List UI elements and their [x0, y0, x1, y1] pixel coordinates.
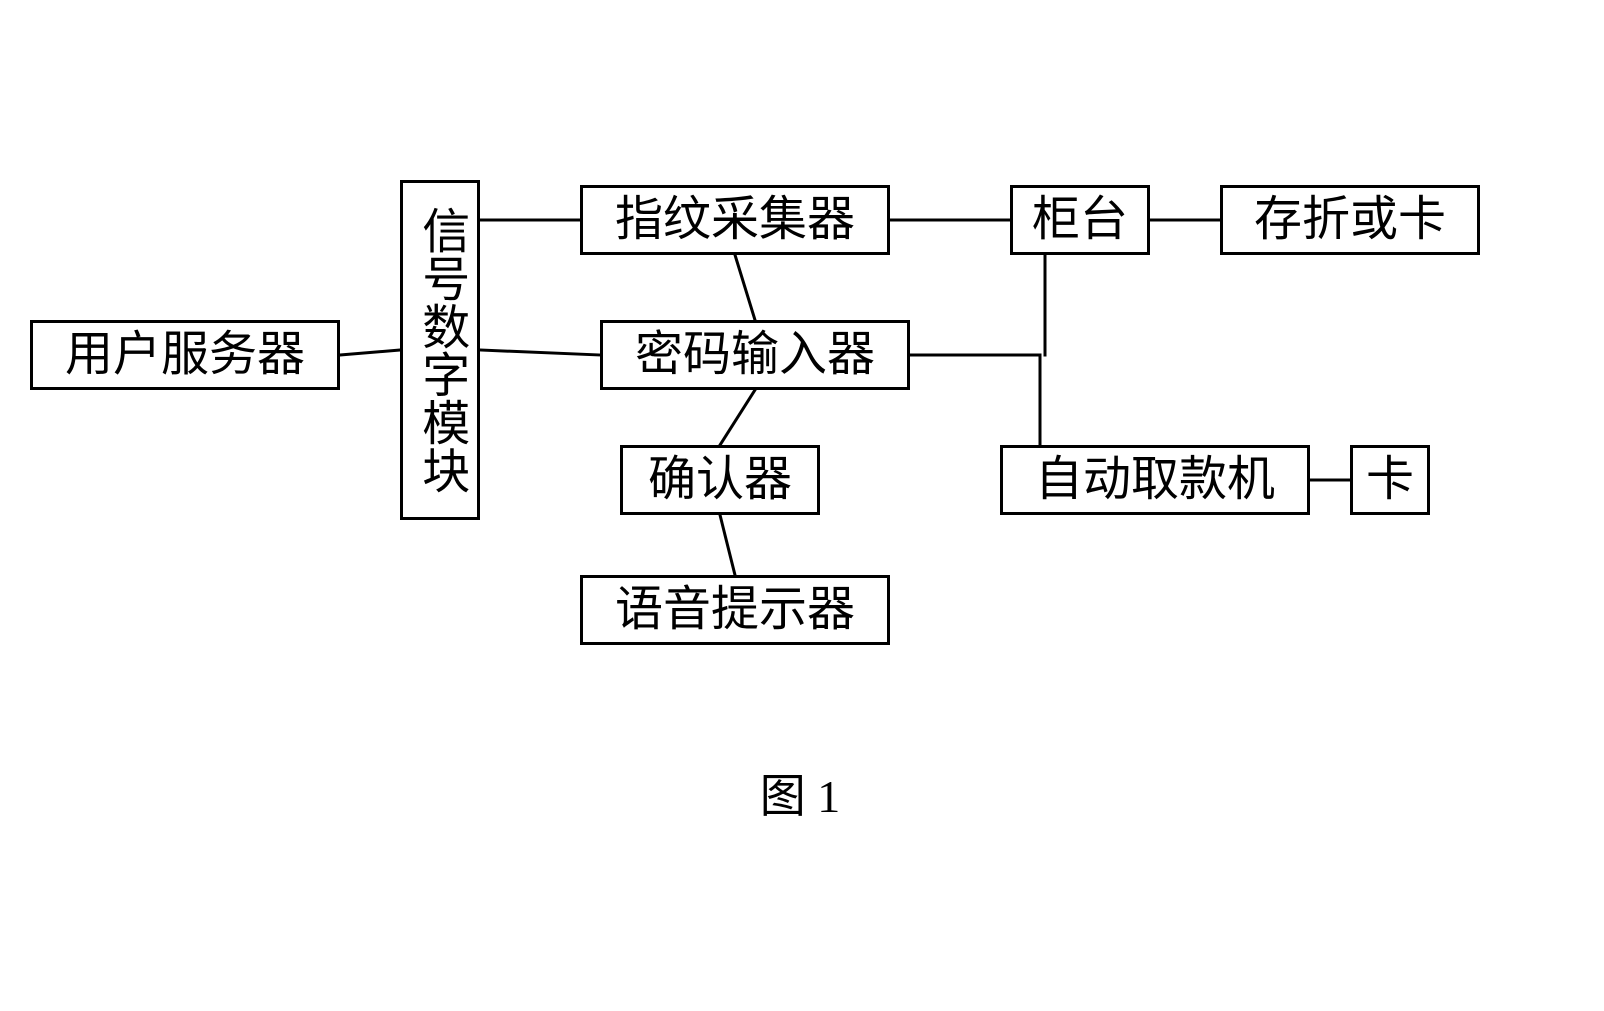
node-label: 存折或卡 [1254, 195, 1446, 245]
figure-caption: 图 1 [700, 760, 900, 826]
node-user-server: 用户服务器 [30, 320, 340, 390]
node-signal-module: 信号数字模块 [400, 180, 480, 520]
node-label: 信号数字模块 [415, 206, 465, 494]
node-passbook-card: 存折或卡 [1220, 185, 1480, 255]
node-confirm: 确认器 [620, 445, 820, 515]
node-voice-prompt: 语音提示器 [580, 575, 890, 645]
node-label: 柜台 [1032, 195, 1128, 245]
diagram-stage: 用户服务器 信号数字模块 指纹采集器 密码输入器 确认器 语音提示器 柜台 存折… [0, 0, 1604, 1011]
node-atm: 自动取款机 [1000, 445, 1310, 515]
caption-text: 图 1 [760, 771, 841, 822]
node-password-input: 密码输入器 [600, 320, 910, 390]
node-label: 指纹采集器 [615, 195, 855, 245]
node-card: 卡 [1350, 445, 1430, 515]
node-label: 语音提示器 [615, 585, 855, 635]
node-label: 确认器 [648, 455, 792, 505]
node-label: 用户服务器 [65, 330, 305, 380]
node-label: 卡 [1366, 455, 1414, 505]
node-label: 自动取款机 [1035, 455, 1275, 505]
node-counter: 柜台 [1010, 185, 1150, 255]
node-fingerprint: 指纹采集器 [580, 185, 890, 255]
node-label: 密码输入器 [635, 330, 875, 380]
